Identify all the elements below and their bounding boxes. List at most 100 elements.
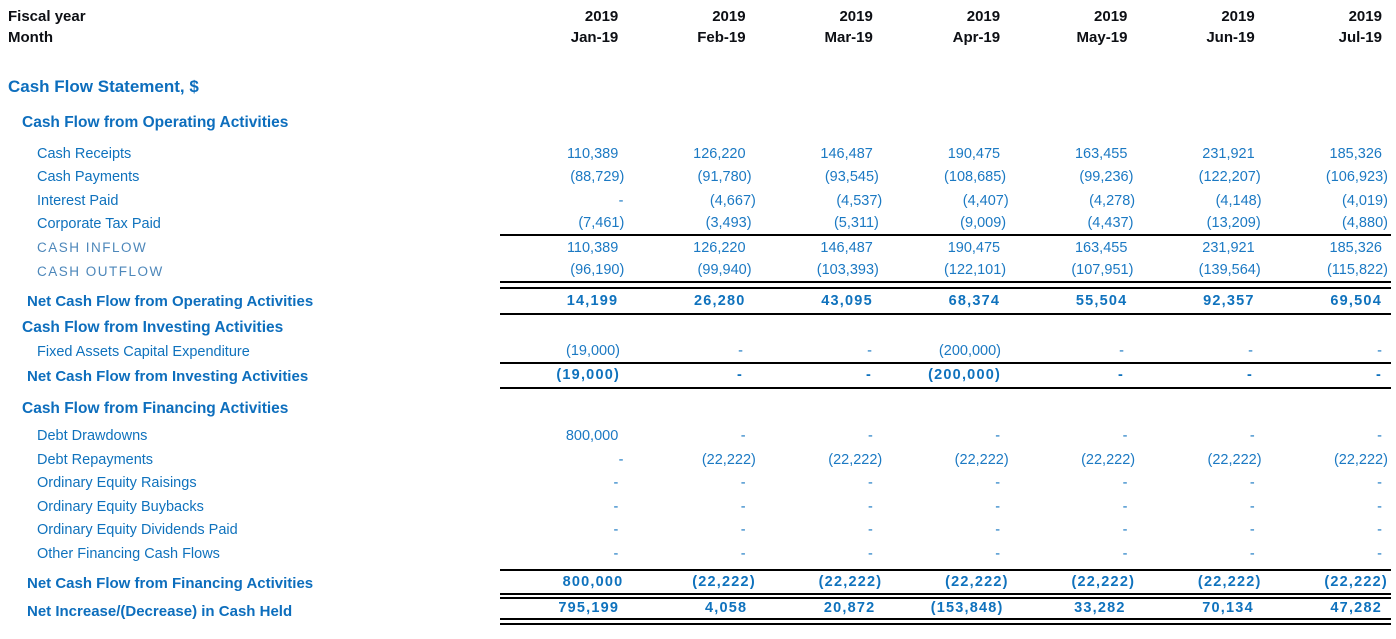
- row-label: Cash Payments: [37, 169, 140, 186]
- value-cell: (200,000): [938, 342, 1001, 359]
- row-label: CASH INFLOW: [37, 240, 148, 256]
- column-header-cell: 2019: [1348, 8, 1382, 25]
- value-cell: (107,951): [1071, 262, 1134, 279]
- column-header-label: Fiscal year: [8, 8, 86, 25]
- row-values: -------: [500, 542, 1391, 566]
- total-value-cell: 800,000: [562, 573, 624, 590]
- row-label: Other Financing Cash Flows: [37, 545, 220, 562]
- section-header-label: Cash Flow from Investing Activities: [22, 319, 284, 336]
- value-cell: (88,729): [570, 169, 625, 186]
- total-value-cell: -: [1246, 367, 1253, 383]
- column-header-cell: 2019: [712, 8, 746, 25]
- value-cell: (19,000): [565, 342, 620, 359]
- value-cell: -: [1377, 428, 1382, 445]
- column-header-cell: 2019: [839, 8, 873, 25]
- value-cell: -: [995, 522, 1001, 539]
- value-cell: -: [868, 545, 873, 562]
- value-cell: (22,222): [828, 451, 883, 468]
- value-cell: -: [1377, 498, 1382, 515]
- value-cell: (96,190): [570, 262, 625, 279]
- total-row-label: Net Cash Flow from Operating Activities: [27, 292, 314, 310]
- total-value-cell: 26,280: [694, 293, 746, 309]
- row-net-increase-in-cash-held: Net Increase/(Decrease) in Cash Held 795,…: [0, 599, 1391, 625]
- value-cell: -: [1249, 522, 1255, 539]
- row-values: 795,199 4,058 20,872 (153,848) 33,282 70,134 4…: [500, 599, 1391, 625]
- row-values: (96,190) (99,940) (103,393) (122,101) (107,9…: [500, 260, 1391, 283]
- value-cell: -: [995, 498, 1001, 515]
- month-header-row: Month Jan-19 Feb-19 Mar-19 Apr-19 May-19 Jun-1…: [0, 27, 1391, 48]
- value-cell: 126,220: [693, 145, 746, 162]
- value-cell: (122,101): [944, 262, 1007, 279]
- row-net-financing: Net Cash Flow from Financing Activities 8…: [0, 568, 1391, 599]
- row-label: Debt Repayments: [37, 451, 154, 468]
- total-value-cell: (22,222): [692, 573, 756, 590]
- value-cell: (4,880): [1342, 215, 1388, 232]
- value-cell: (22,222): [1333, 451, 1388, 468]
- row-net-operating: Net Cash Flow from Operating Activities 1…: [0, 287, 1391, 315]
- column-header-cell: May-19: [1076, 29, 1128, 46]
- row-fixed-assets-capex: Fixed Assets Capital Expenditure (19,000)…: [0, 340, 1391, 364]
- column-header-cell: Jun-19: [1206, 29, 1255, 46]
- total-value-cell: (22,222): [1324, 573, 1388, 590]
- section-financing-activities: Cash Flow from Financing Activities: [0, 398, 1391, 420]
- section-header-label: Cash Flow from Operating Activities: [22, 114, 289, 131]
- row-values: - (22,222) (22,222) (22,222) (22,222) (22,222…: [500, 448, 1391, 472]
- value-cell: -: [868, 428, 873, 445]
- column-header-label: Month: [8, 29, 53, 46]
- row-debt-drawdowns: Debt Drawdowns 800,000 - - - - - -: [0, 425, 1391, 449]
- value-cell: 110,389: [566, 239, 619, 256]
- total-value-cell: 69,504: [1330, 293, 1382, 309]
- row-values: -------: [500, 495, 1391, 519]
- value-cell: (22,222): [954, 451, 1009, 468]
- value-cell: -: [1249, 545, 1255, 562]
- row-cash-payments: Cash Payments (88,729) (91,780) (93,545) (10…: [0, 166, 1391, 190]
- value-cell: -: [1122, 522, 1128, 539]
- section-investing-activities: Cash Flow from Investing Activities: [0, 317, 1391, 339]
- total-value-cell: -: [736, 367, 743, 383]
- total-value-cell: (22,222): [1071, 573, 1136, 590]
- row-label: Ordinary Equity Raisings: [37, 475, 197, 492]
- row-net-investing: Net Cash Flow from Investing Activities (…: [0, 364, 1391, 389]
- value-cell: (115,822): [1326, 262, 1388, 279]
- total-value-cell: 33,282: [1074, 600, 1126, 616]
- row-other-financing-cash-flows: Other Financing Cash Flows - - - - - - -: [0, 542, 1391, 566]
- value-cell: -: [738, 342, 743, 359]
- section-operating-activities: Cash Flow from Operating Activities: [0, 112, 1391, 134]
- value-cell: 231,921: [1202, 239, 1255, 256]
- row-values: (7,461) (3,493) (5,311) (9,009) (4,437) (13,2…: [500, 213, 1391, 236]
- total-value-cell: 43,095: [821, 293, 873, 309]
- value-cell: (3,493): [705, 215, 752, 232]
- row-label: Interest Paid: [37, 192, 119, 209]
- value-cell: (5,311): [833, 215, 879, 232]
- row-values: (88,729) (91,780) (93,545) (108,685) (99,236…: [500, 166, 1391, 190]
- row-label: Ordinary Equity Buybacks: [37, 498, 204, 515]
- row-label: Debt Drawdowns: [37, 428, 148, 445]
- value-cell: -: [1122, 475, 1128, 492]
- value-cell: -: [868, 475, 873, 492]
- value-cell: (4,537): [836, 192, 883, 209]
- value-cell: 126,220: [693, 239, 746, 256]
- value-cell: (93,545): [824, 169, 879, 186]
- total-value-cell: -: [865, 367, 872, 383]
- page-title: Cash Flow Statement, $: [8, 77, 199, 96]
- value-cell: (108,685): [944, 169, 1007, 186]
- row-ordinary-equity-raisings: Ordinary Equity Raisings - - - - - - -: [0, 472, 1391, 496]
- total-row-label: Net Cash Flow from Financing Activities: [27, 575, 314, 592]
- value-cell: -: [1377, 342, 1382, 359]
- value-cell: -: [1119, 342, 1124, 359]
- row-cash-outflow: CASH OUTFLOW (96,190) (99,940) (103,393) (12…: [0, 260, 1391, 283]
- value-cell: (4,278): [1089, 192, 1136, 209]
- total-value-cell: -: [1117, 367, 1124, 383]
- total-row-label: Net Cash Flow from Investing Activities: [27, 367, 309, 385]
- row-cash-receipts: Cash Receipts 110,389 126,220 146,487 190,47…: [0, 142, 1391, 166]
- total-value-cell: 70,134: [1202, 600, 1254, 616]
- total-value-cell: 4,058: [704, 600, 748, 616]
- value-cell: -: [995, 475, 1001, 492]
- report-title: Cash Flow Statement, $: [0, 76, 1391, 98]
- row-label: Ordinary Equity Dividends Paid: [37, 522, 238, 539]
- row-cash-inflow: CASH INFLOW 110,389 126,220 146,487 190,475 1…: [0, 236, 1391, 260]
- value-cell: -: [618, 192, 624, 209]
- total-value-cell: (22,222): [818, 573, 883, 590]
- value-cell: 185,326: [1329, 239, 1382, 256]
- value-cell: -: [740, 545, 746, 562]
